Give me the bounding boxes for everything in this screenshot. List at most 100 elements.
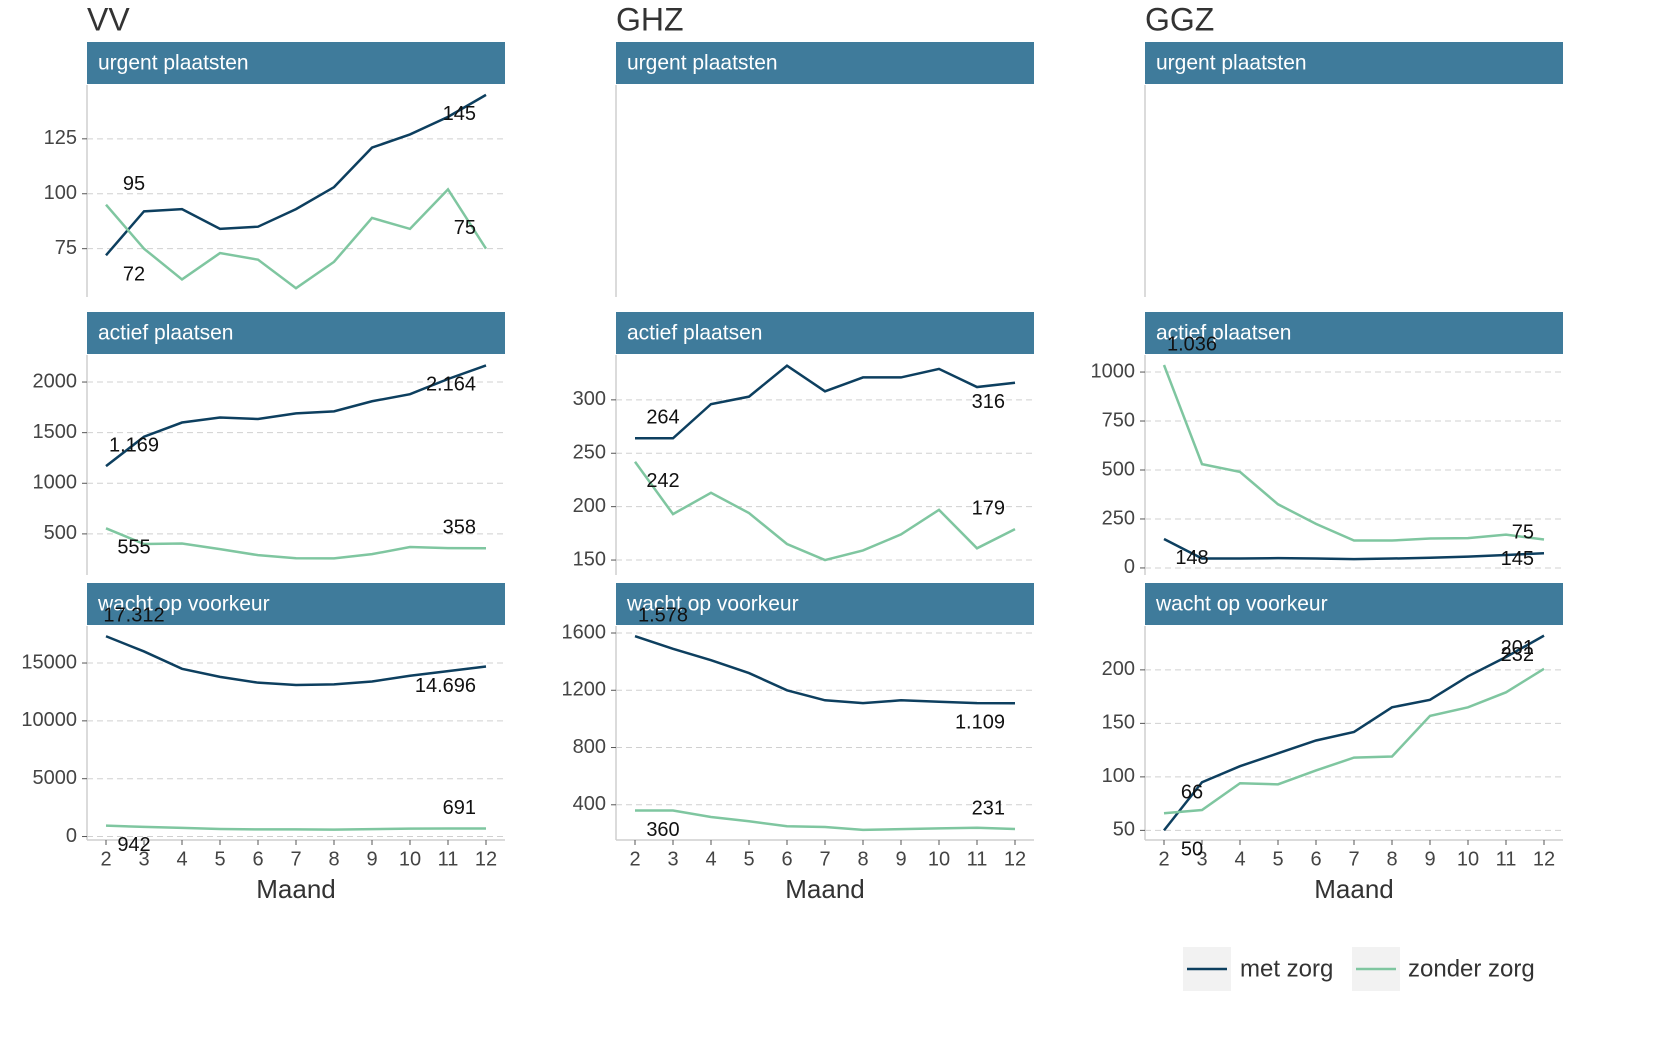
x-tick-label: 7 [290,848,301,870]
line-series [105,93,487,257]
line-series [1163,667,1545,815]
data-label: 264 [646,407,679,429]
y-tick-label: 0 [66,825,77,847]
strip-label: wacht op voorkeur [1155,593,1328,616]
strip-label: urgent plaatsten [98,52,249,75]
strip-label: urgent plaatsten [1156,52,1307,75]
strip [1145,42,1563,84]
data-label: 232 [1501,644,1534,666]
y-tick-label: 150 [573,548,606,570]
x-tick-label: 5 [743,848,754,870]
y-tick-label: 500 [1102,458,1135,480]
line-series [635,809,1016,832]
x-tick-label: 9 [895,848,906,870]
y-tick-label: 1600 [562,621,607,643]
y-tick-label: 250 [1102,507,1135,529]
data-label: 316 [972,391,1005,413]
legend-label: zonder zorg [1408,955,1535,982]
data-label: 145 [443,103,476,125]
x-axis-title: Maand [256,874,336,904]
x-tick-label: 8 [857,848,868,870]
x-tick-label: 6 [1310,848,1321,870]
strip-label: actief plaatsen [627,322,762,345]
data-label: 1.109 [955,712,1005,734]
data-label: 691 [443,797,476,819]
x-tick-label: 3 [1196,848,1207,870]
y-tick-label: 250 [573,442,606,464]
data-label: 358 [443,517,476,539]
x-tick-label: 4 [1234,848,1245,870]
data-label: 242 [646,470,679,492]
line-series [633,461,1016,562]
x-tick-label: 2 [1158,848,1169,870]
y-tick-label: 500 [44,522,77,544]
x-axis-title: Maand [785,874,865,904]
x-tick-label: 3 [667,848,678,870]
x-tick-label: 5 [214,848,225,870]
data-label: 1.578 [638,604,688,626]
data-label: 231 [972,797,1005,819]
strip [616,312,1034,354]
data-label: 2.164 [426,374,476,396]
legend-label: met zorg [1240,955,1333,982]
strip [87,42,505,84]
strip-label: actief plaatsen [98,322,233,345]
y-tick-label: 5000 [33,767,78,789]
y-tick-label: 300 [573,388,606,410]
line-series [105,635,487,687]
data-label: 75 [1512,522,1534,544]
y-tick-label: 125 [44,127,77,149]
y-tick-label: 100 [44,182,77,204]
x-tick-label: 6 [252,848,263,870]
line-series [1163,634,1545,832]
data-label: 1.036 [1167,333,1217,355]
column-title: GHZ [616,1,684,37]
y-tick-label: 800 [573,736,606,758]
strip [87,583,505,625]
strip-label: actief plaatsen [1156,322,1291,345]
y-tick-label: 50 [1113,819,1135,841]
y-tick-label: 10000 [21,709,77,731]
y-tick-label: 1200 [562,679,607,701]
strip [616,583,1034,625]
data-label: 72 [123,264,145,286]
x-tick-label: 12 [475,848,497,870]
strip-label: urgent plaatsten [627,52,778,75]
x-tick-label: 12 [1533,848,1555,870]
y-tick-label: 400 [573,793,606,815]
data-label: 75 [454,217,476,239]
y-tick-label: 75 [55,237,77,259]
strip [616,42,1034,84]
column-title: VV [87,1,130,37]
y-tick-label: 15000 [21,651,77,673]
strip-label: wacht op voorkeur [626,593,799,616]
x-tick-label: 7 [1348,848,1359,870]
y-tick-label: 200 [1102,658,1135,680]
x-tick-label: 11 [438,848,459,870]
x-tick-label: 2 [629,848,640,870]
y-tick-label: 1500 [33,421,78,443]
line-series [105,364,487,468]
data-label: 145 [1501,548,1534,570]
data-label: 14.696 [415,675,476,697]
line-series [635,364,1016,440]
data-label: 148 [1175,547,1208,569]
x-tick-label: 2 [100,848,111,870]
data-label: 50 [1181,839,1203,861]
x-tick-label: 10 [399,848,421,870]
data-label: 17.312 [103,605,164,627]
y-tick-label: 150 [1102,712,1135,734]
x-tick-label: 12 [1004,848,1026,870]
strip-label: wacht op voorkeur [97,593,270,616]
data-label: 555 [117,537,150,559]
data-label: 360 [646,819,679,841]
x-tick-label: 8 [1386,848,1397,870]
line-series [105,527,487,560]
x-tick-label: 7 [819,848,830,870]
y-tick-label: 750 [1102,409,1135,431]
data-label: 201 [1501,637,1534,659]
line-series [105,824,487,831]
line-series [1163,537,1545,561]
data-label: 95 [123,173,145,195]
